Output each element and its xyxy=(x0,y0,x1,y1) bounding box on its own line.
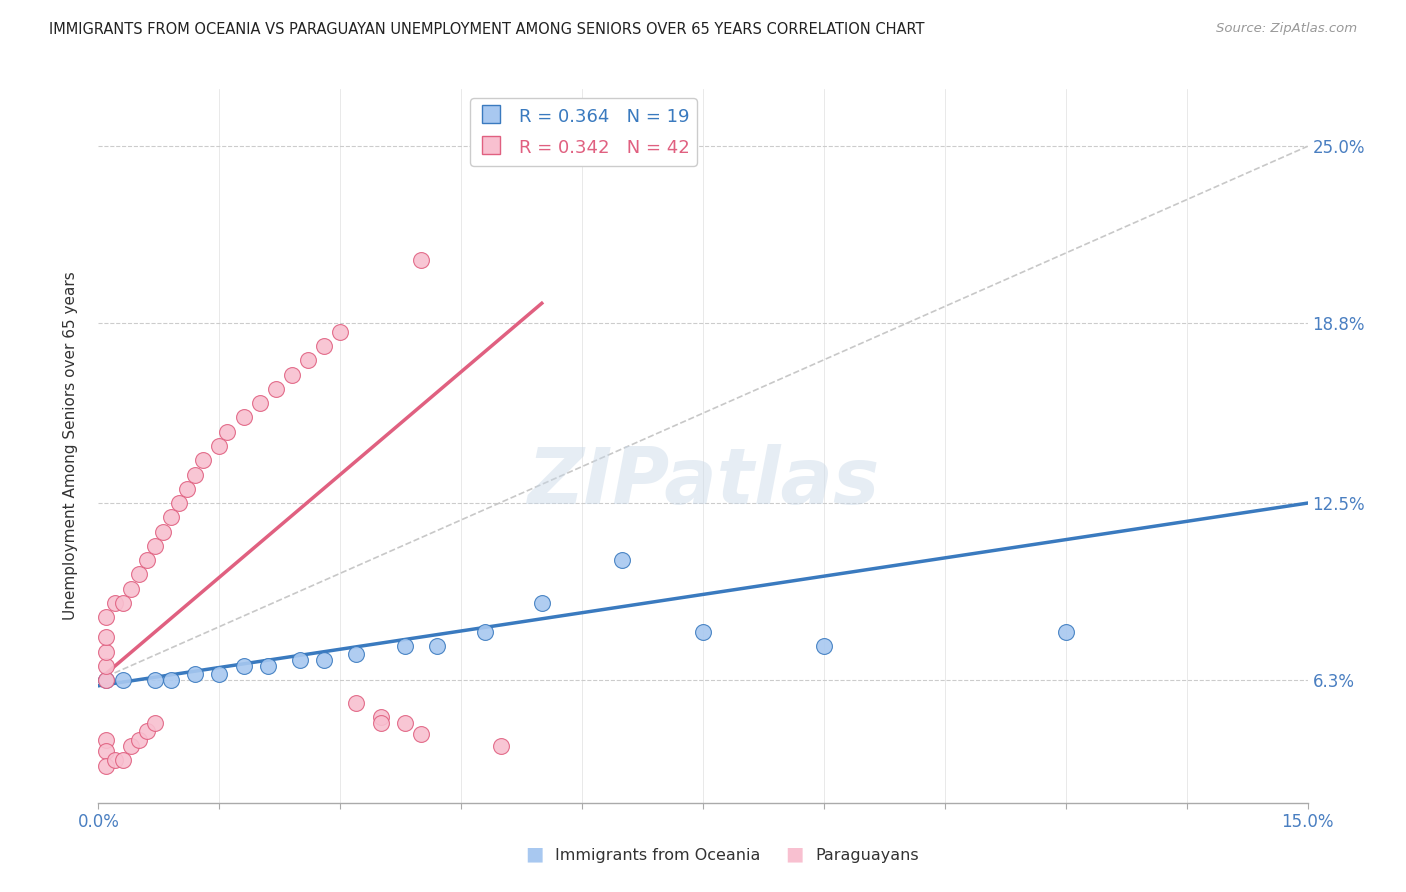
Point xyxy=(232,410,254,425)
Point xyxy=(1054,624,1077,639)
Point xyxy=(111,753,134,767)
Text: Immigrants from Oceania: Immigrants from Oceania xyxy=(555,848,761,863)
Point xyxy=(167,496,190,510)
Point xyxy=(409,253,432,268)
Point xyxy=(184,467,207,482)
Point xyxy=(249,396,271,410)
Point xyxy=(409,727,432,741)
Point xyxy=(96,758,118,772)
Point xyxy=(135,724,157,739)
Text: Source: ZipAtlas.com: Source: ZipAtlas.com xyxy=(1216,22,1357,36)
Point xyxy=(314,339,336,353)
Point xyxy=(135,553,157,567)
Point xyxy=(314,653,336,667)
Point xyxy=(491,739,513,753)
Point xyxy=(394,715,416,730)
Point xyxy=(143,539,166,553)
Point xyxy=(256,658,278,673)
Point xyxy=(344,648,367,662)
Point xyxy=(344,696,367,710)
Point xyxy=(217,425,239,439)
Point xyxy=(111,596,134,610)
Point xyxy=(370,710,392,724)
Point xyxy=(160,673,183,687)
Point xyxy=(184,667,207,681)
Point xyxy=(208,439,231,453)
Point xyxy=(120,582,142,596)
Point xyxy=(143,715,166,730)
Text: Paraguayans: Paraguayans xyxy=(815,848,920,863)
Point xyxy=(111,673,134,687)
Point xyxy=(143,673,166,687)
Point xyxy=(692,624,714,639)
Legend: R = 0.364   N = 19, R = 0.342   N = 42: R = 0.364 N = 19, R = 0.342 N = 42 xyxy=(470,98,697,166)
Point xyxy=(612,553,634,567)
Point xyxy=(176,482,198,496)
Point xyxy=(103,753,125,767)
Point xyxy=(394,639,416,653)
Y-axis label: Unemployment Among Seniors over 65 years: Unemployment Among Seniors over 65 years xyxy=(63,272,77,620)
Point xyxy=(96,610,118,624)
Point xyxy=(297,353,319,368)
Point xyxy=(264,382,287,396)
Point xyxy=(426,639,449,653)
Text: ■: ■ xyxy=(785,845,804,863)
Point xyxy=(813,639,835,653)
Point xyxy=(96,630,118,644)
Point xyxy=(281,368,304,382)
Point xyxy=(193,453,215,467)
Point xyxy=(370,715,392,730)
Point xyxy=(96,658,118,673)
Text: ZIPatlas: ZIPatlas xyxy=(527,443,879,520)
Point xyxy=(208,667,231,681)
Point xyxy=(96,733,118,747)
Point xyxy=(152,524,174,539)
Point xyxy=(96,644,118,658)
Text: IMMIGRANTS FROM OCEANIA VS PARAGUAYAN UNEMPLOYMENT AMONG SENIORS OVER 65 YEARS C: IMMIGRANTS FROM OCEANIA VS PARAGUAYAN UN… xyxy=(49,22,925,37)
Point xyxy=(103,596,125,610)
Point xyxy=(120,739,142,753)
Point xyxy=(160,510,183,524)
Point xyxy=(128,733,150,747)
Text: ■: ■ xyxy=(524,845,544,863)
Point xyxy=(128,567,150,582)
Point xyxy=(96,673,118,687)
Point xyxy=(232,658,254,673)
Point xyxy=(530,596,553,610)
Point xyxy=(474,624,496,639)
Point xyxy=(288,653,311,667)
Point xyxy=(96,673,118,687)
Point xyxy=(96,744,118,758)
Point xyxy=(329,325,352,339)
